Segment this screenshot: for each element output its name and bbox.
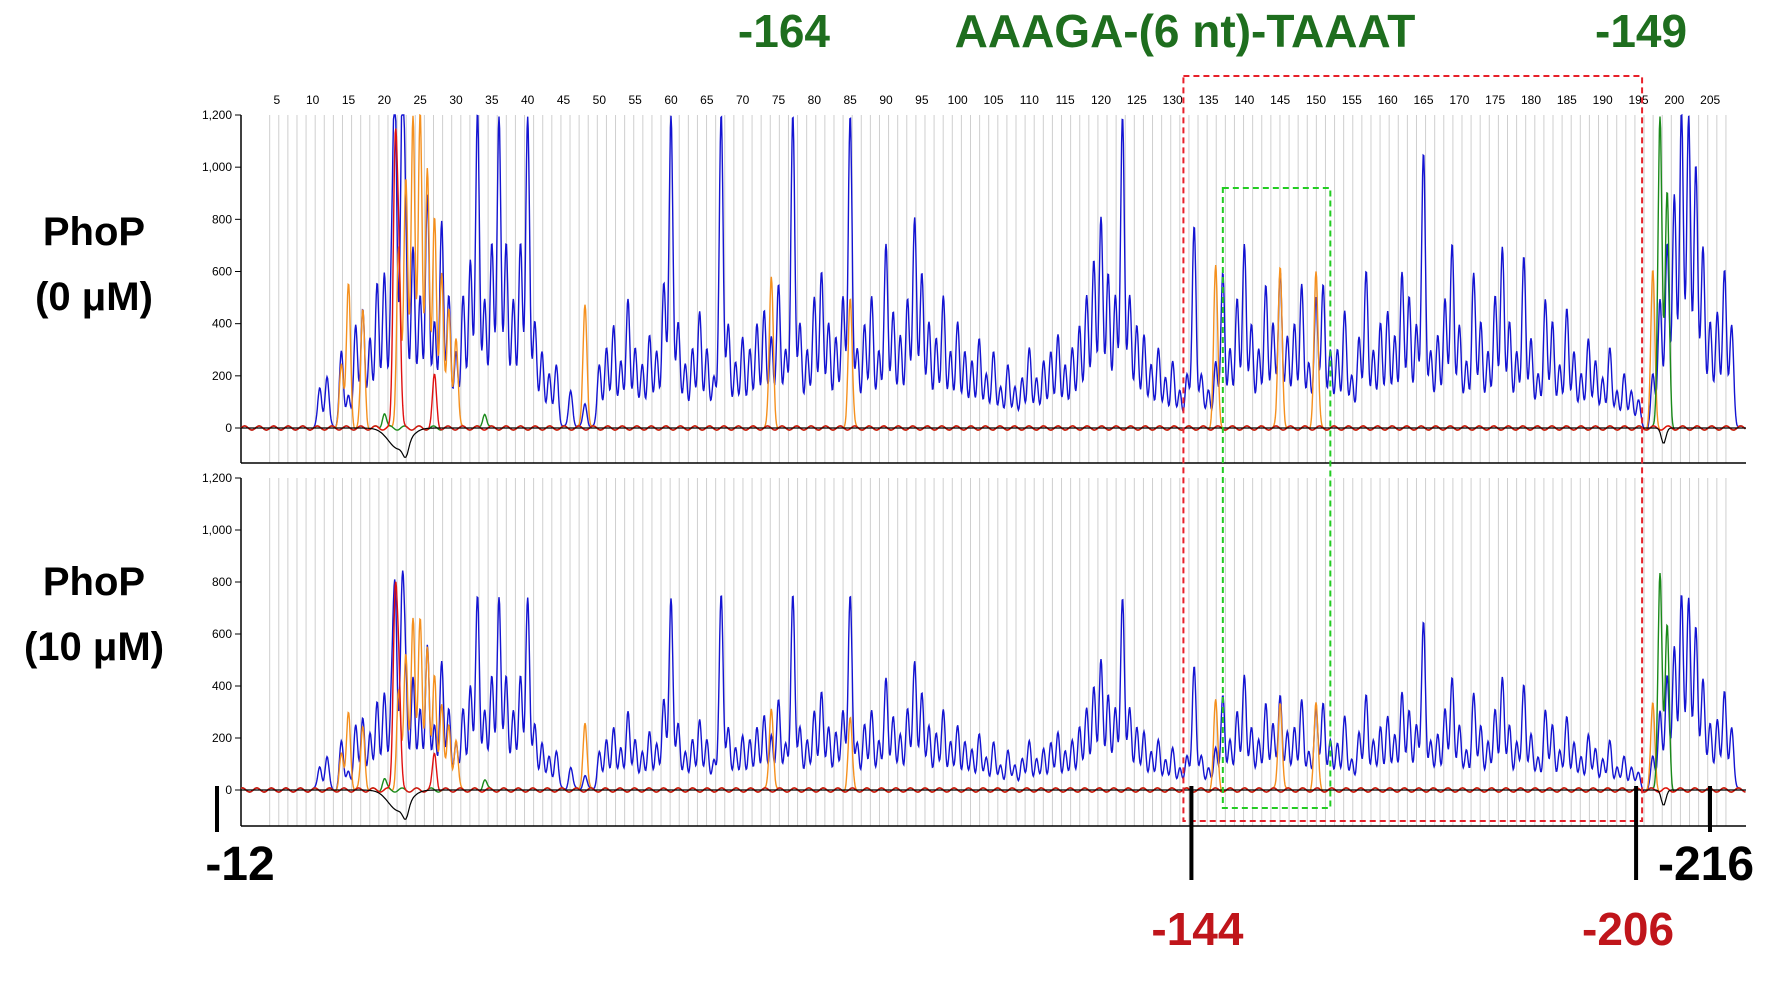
x-tick-label: 110: [1020, 93, 1039, 107]
x-tick-label: 5: [273, 93, 280, 107]
x-tick-label: 35: [485, 93, 499, 107]
x-tick-label: 65: [700, 93, 714, 107]
x-tick-label: 155: [1342, 93, 1362, 107]
x-tick-label: 170: [1449, 93, 1469, 107]
x-tick-label: 90: [879, 93, 893, 107]
panel-1-label-line1: PhoP: [43, 210, 145, 254]
y-tick-label: 800: [212, 575, 232, 589]
trace-blue: [240, 113, 1746, 431]
x-tick-label: 185: [1557, 93, 1577, 107]
header-motif: AAAGA-(6 nt)-TAAAT: [955, 5, 1416, 57]
region-start-label: -144: [1151, 903, 1243, 955]
trace-green: [240, 116, 1746, 431]
x-tick-label: 150: [1306, 93, 1326, 107]
trace-red: [240, 128, 1746, 431]
x-tick-label: 120: [1091, 93, 1111, 107]
y-tick-label: 400: [212, 679, 232, 693]
x-tick-label: 105: [983, 93, 1003, 107]
region-end-label: -206: [1582, 903, 1674, 955]
x-tick-label: 55: [628, 93, 642, 107]
y-tick-label: 0: [225, 783, 232, 797]
panel-1-traces: [240, 113, 1746, 458]
header-left-position: -164: [738, 5, 830, 57]
panel-2-label-line1: PhoP: [43, 560, 145, 604]
x-tick-label: 180: [1521, 93, 1541, 107]
x-tick-label: 125: [1127, 93, 1147, 107]
panel-1-gridlines: [269, 115, 1727, 463]
x-tick-label: 200: [1664, 93, 1684, 107]
y-tick-label: 1,200: [202, 471, 232, 485]
panel-2-traces: [240, 570, 1746, 820]
x-tick-label: 190: [1593, 93, 1613, 107]
y-tick-label: 400: [212, 317, 232, 331]
x-tick-label: 160: [1378, 93, 1398, 107]
y-tick-label: 600: [212, 627, 232, 641]
x-tick-label: 80: [808, 93, 822, 107]
x-tick-label: 30: [449, 93, 463, 107]
x-tick-label: 40: [521, 93, 535, 107]
panel-2-label-line2: (10 μM): [24, 625, 164, 669]
x-tick-label: 135: [1198, 93, 1218, 107]
x-tick-label: 15: [342, 93, 356, 107]
x-tick-label: 175: [1485, 93, 1505, 107]
trace-black: [241, 789, 1746, 820]
x-tick-label: 25: [413, 93, 427, 107]
y-tick-label: 600: [212, 265, 232, 279]
x-tick-label: 145: [1270, 93, 1290, 107]
y-tick-label: 1,200: [202, 108, 232, 122]
x-tick-label: 50: [593, 93, 607, 107]
panel-2-gridlines: [269, 478, 1727, 826]
bottom-position-markers: -12 -144 -206 -216: [205, 786, 1754, 955]
x-tick-label: 195: [1628, 93, 1648, 107]
protected-region-box: [1182, 75, 1644, 822]
x-tick-label: 20: [378, 93, 392, 107]
x-tick-label: 165: [1413, 93, 1433, 107]
header-right-position: -149: [1595, 5, 1687, 57]
x-tick-label: 85: [843, 93, 857, 107]
x-tick-label: 45: [557, 93, 571, 107]
x-tick-label: 75: [772, 93, 786, 107]
trace-blue: [240, 570, 1746, 793]
left-position-label: -12: [205, 838, 274, 891]
motif-region-box: [1221, 187, 1332, 809]
right-position-label: -216: [1658, 838, 1754, 891]
region-boxes: [1182, 75, 1644, 822]
y-tick-label: 200: [212, 369, 232, 383]
y-tick-label: 200: [212, 731, 232, 745]
y-tick-label: 1,000: [202, 160, 232, 174]
x-tick-label: 115: [1056, 93, 1075, 107]
x-tick-label: 100: [948, 93, 968, 107]
x-tick-label: 130: [1163, 93, 1183, 107]
x-tick-label: 70: [736, 93, 750, 107]
y-tick-label: 0: [225, 421, 232, 435]
y-tick-label: 800: [212, 212, 232, 226]
panel-phop-10: 1,200 1,000 800 600 400 200 0: [202, 471, 1746, 827]
trace-black: [241, 427, 1746, 458]
x-tick-label: 60: [664, 93, 678, 107]
panel-1-label-line2: (0 μM): [35, 275, 153, 319]
x-tick-label: 205: [1700, 93, 1720, 107]
x-tick-label: 95: [915, 93, 929, 107]
panel-1-y-ticks: 1,200 1,000 800 600 400 200 0: [202, 108, 1746, 464]
panel-phop-0: 1,200 1,000 800 600 400 200 0: [202, 108, 1746, 464]
x-tick-label: 10: [306, 93, 320, 107]
panel-2-y-ticks: 1,200 1,000 800 600 400 200 0: [202, 471, 1746, 827]
x-tick-labels: 5 10 15 20 25 30 35 40 45 50 55 60 65 70 75 80 85 90 95 100…: [273, 93, 1720, 107]
y-tick-label: 1,000: [202, 523, 232, 537]
x-tick-label: 140: [1234, 93, 1254, 107]
trace-orange: [240, 113, 1746, 431]
trace-orange: [240, 617, 1746, 793]
